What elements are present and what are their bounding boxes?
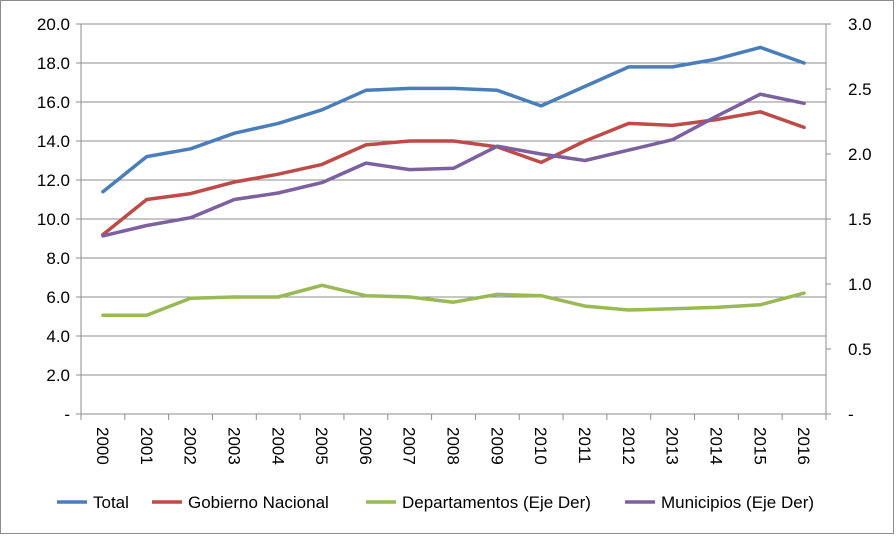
x-tick-label: 2010	[531, 427, 550, 465]
right-tick-label: 1.0	[848, 275, 872, 294]
x-tick-label: 2004	[268, 427, 287, 465]
gridlines	[81, 23, 826, 376]
x-tick-label: 2005	[312, 427, 331, 465]
series-line-3	[101, 92, 806, 238]
series-lines	[101, 45, 806, 317]
right-axis-ticks: - 0.5 1.0 1.5 2.0 2.5 3.0	[848, 15, 872, 424]
series-line-2	[101, 283, 806, 317]
left-tick-label: 16.0	[37, 93, 70, 112]
legend-label-0: Total	[93, 493, 129, 512]
right-tick-label: 2.5	[848, 80, 872, 99]
left-tick-label: 10.0	[37, 210, 70, 229]
x-tick-label: 2011	[575, 427, 594, 464]
x-tick-label: 2016	[794, 427, 813, 465]
axes	[76, 23, 831, 420]
legend: Total Gobierno Nacional Departamentos (Eje…	[57, 493, 814, 512]
x-tick-label: 2002	[181, 427, 200, 465]
legend-label-2: Departamentos (Eje Der)	[402, 493, 591, 512]
x-tick-label: 2015	[750, 427, 769, 465]
right-tick-label: 2.0	[848, 145, 872, 164]
left-axis-ticks: - 2.0 4.0 6.0 8.0 10.0 12.0 14.0 16.0 18.0 20.0	[37, 15, 70, 424]
x-tick-label: 2008	[444, 427, 463, 465]
x-tick-label: 2012	[619, 427, 638, 465]
left-tick-label: 20.0	[37, 15, 70, 34]
x-tick-label: 2006	[356, 427, 375, 465]
left-tick-label: -	[64, 405, 70, 424]
left-tick-label: 8.0	[46, 249, 70, 268]
x-tick-label: 2003	[224, 427, 243, 465]
x-tick-label: 2009	[487, 427, 506, 465]
left-tick-label: 14.0	[37, 132, 70, 151]
right-tick-label: 1.5	[848, 210, 872, 229]
x-tick-label: 2001	[137, 427, 156, 465]
left-tick-label: 4.0	[46, 327, 70, 346]
x-tick-label: 2014	[706, 427, 725, 465]
x-tick-label: 2000	[93, 427, 112, 465]
legend-label-1: Gobierno Nacional	[188, 493, 329, 512]
right-tick-label: -	[848, 405, 854, 424]
legend-label-3: Municipios (Eje Der)	[661, 493, 814, 512]
left-tick-label: 6.0	[46, 288, 70, 307]
right-tick-label: 0.5	[848, 340, 872, 359]
left-tick-label: 18.0	[37, 54, 70, 73]
left-tick-label: 12.0	[37, 171, 70, 190]
right-tick-label: 3.0	[848, 15, 872, 34]
x-tick-label: 2013	[663, 427, 682, 465]
left-tick-label: 2.0	[46, 366, 70, 385]
series-line-1	[101, 110, 806, 237]
x-tick-label: 2007	[400, 427, 419, 465]
x-axis-ticks: 2000 2001 2002 2003 2004 2005 2006 2007 2008 2009…	[93, 427, 813, 465]
series-line-0	[101, 45, 806, 194]
